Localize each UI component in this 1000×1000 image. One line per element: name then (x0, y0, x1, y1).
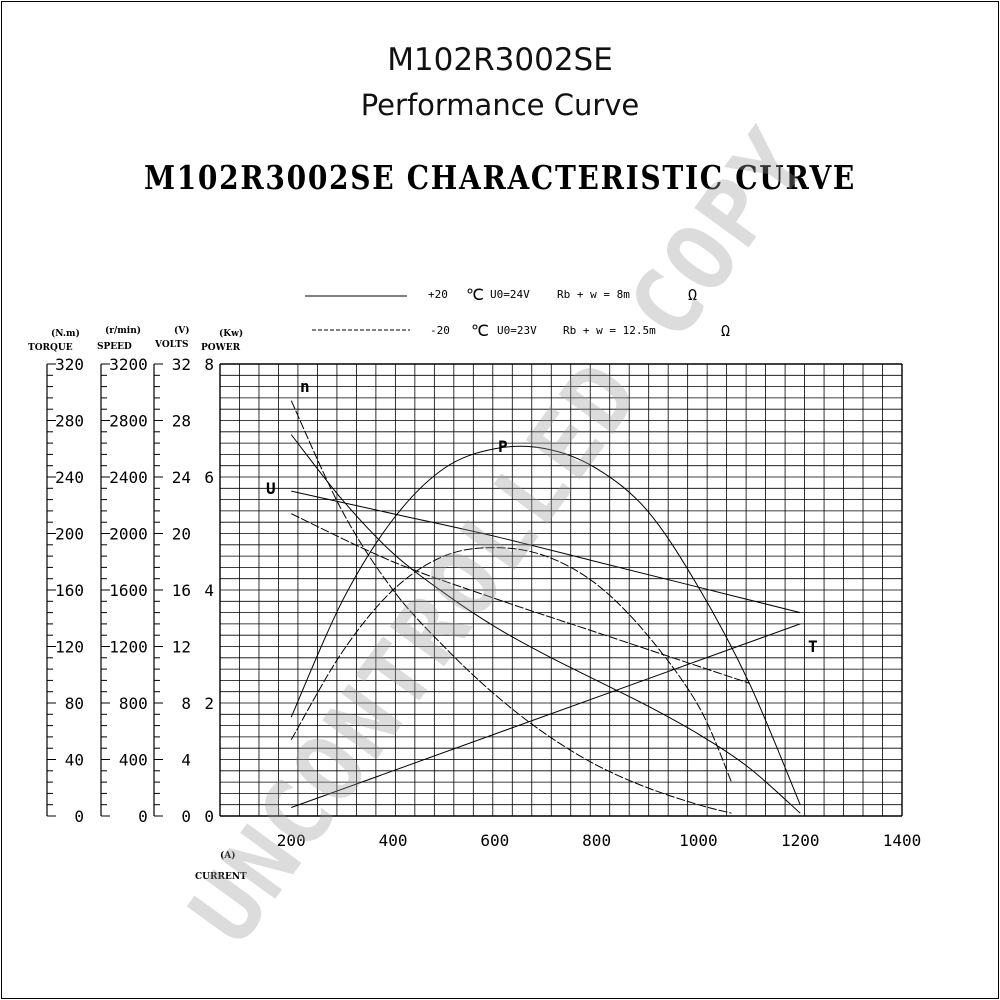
power-unit: (Kw) (219, 328, 243, 339)
chart-title: M102R3002SE CHARACTERISTIC CURVE (143, 158, 857, 197)
curve-u-cold (291, 513, 750, 684)
legend-2-temp: -20 (430, 324, 450, 337)
tick-label-volts: 12 (172, 638, 191, 657)
tick-label-speed: 2000 (109, 525, 148, 544)
tick-label-volts: 32 (172, 355, 191, 374)
tick-label-torque: 320 (55, 355, 84, 374)
power-label: POWER (201, 343, 241, 353)
tick-label-current: 1400 (883, 831, 922, 850)
tick-label-speed: 1200 (109, 638, 148, 657)
tick-label-volts: 24 (172, 468, 191, 487)
curve-label-n: n (300, 377, 310, 396)
current-label: CURRENT (195, 872, 247, 882)
legend-2-voltage: U0=23V (497, 324, 537, 337)
legend-2-resistance: Rb + w = 12.5m (563, 324, 656, 337)
tick-label-power: 2 (204, 694, 214, 713)
tick-label-current: 1200 (781, 831, 820, 850)
tick-label-volts: 4 (181, 751, 191, 770)
tick-label-torque: 240 (55, 468, 84, 487)
tick-label-speed: 800 (119, 694, 148, 713)
axis-scales: 0408012016020024028032004008001200160020… (46, 355, 922, 850)
volts-label: VOLTS (154, 340, 188, 350)
tick-label-current: 1000 (679, 831, 718, 850)
torque-label: TORQUE (28, 343, 73, 353)
curve-t-warm (291, 623, 801, 808)
curve-p-warm (290, 445, 801, 805)
tick-label-speed: 1600 (109, 581, 148, 600)
tick-label-power: 4 (204, 581, 214, 600)
tick-label-current: 600 (480, 831, 509, 850)
curves (290, 400, 801, 814)
tick-label-torque: 40 (65, 751, 84, 770)
tick-label-torque: 80 (65, 694, 84, 713)
model-header: M102R3002SE (387, 42, 613, 78)
tick-label-torque: 0 (74, 807, 84, 826)
tick-label-speed: 400 (119, 751, 148, 770)
curve-n-cold (290, 400, 732, 814)
curve-labels: n U P T (266, 377, 818, 656)
tick-label-volts: 28 (172, 412, 191, 431)
legend: +20 ℃ U0=24V Rb + w = 8m Ω -20 ℃ U0=23V … (305, 285, 730, 340)
tick-label-current: 800 (582, 831, 611, 850)
current-unit: (A) (220, 850, 236, 861)
tick-label-volts: 0 (181, 807, 191, 826)
tick-label-speed: 0 (138, 807, 148, 826)
curve-n-warm (290, 434, 801, 814)
tick-label-current: 200 (277, 831, 306, 850)
subtitle-header: Performance Curve (360, 88, 640, 122)
curve-label-t: T (808, 637, 818, 656)
tick-label-torque: 120 (55, 638, 84, 657)
tick-label-volts: 20 (172, 525, 191, 544)
tick-label-volts: 16 (172, 581, 191, 600)
legend-2-unit: ℃ (471, 321, 489, 340)
tick-label-power: 6 (204, 468, 214, 487)
tick-label-volts: 8 (181, 694, 191, 713)
curve-label-p: P (498, 437, 508, 456)
tick-label-speed: 3200 (109, 355, 148, 374)
legend-1-ohm: Ω (688, 286, 697, 304)
tick-label-torque: 200 (55, 525, 84, 544)
plot-grid (219, 363, 903, 817)
tick-label-speed: 2800 (109, 412, 148, 431)
volts-unit: (V) (174, 325, 190, 336)
tick-label-torque: 280 (55, 412, 84, 431)
tick-label-current: 400 (379, 831, 408, 850)
torque-unit: (N.m) (51, 328, 80, 339)
curve-p-cold (290, 547, 732, 783)
curve-label-u: U (266, 479, 276, 498)
legend-2-ohm: Ω (721, 322, 730, 340)
legend-1-resistance: Rb + w = 8m (557, 288, 630, 301)
tick-label-power: 0 (204, 807, 214, 826)
speed-unit: (r/min) (105, 325, 141, 336)
legend-1-unit: ℃ (466, 285, 484, 304)
tick-label-torque: 160 (55, 581, 84, 600)
speed-label: SPEED (97, 342, 132, 352)
legend-1-voltage: U0=24V (490, 288, 530, 301)
curve-u-warm (291, 490, 801, 614)
tick-label-power: 8 (204, 355, 214, 374)
legend-1-temp: +20 (428, 288, 448, 301)
axis-headers: (N.m) TORQUE (r/min) SPEED (V) VOLTS (Kw… (28, 325, 247, 882)
tick-label-speed: 2400 (109, 468, 148, 487)
